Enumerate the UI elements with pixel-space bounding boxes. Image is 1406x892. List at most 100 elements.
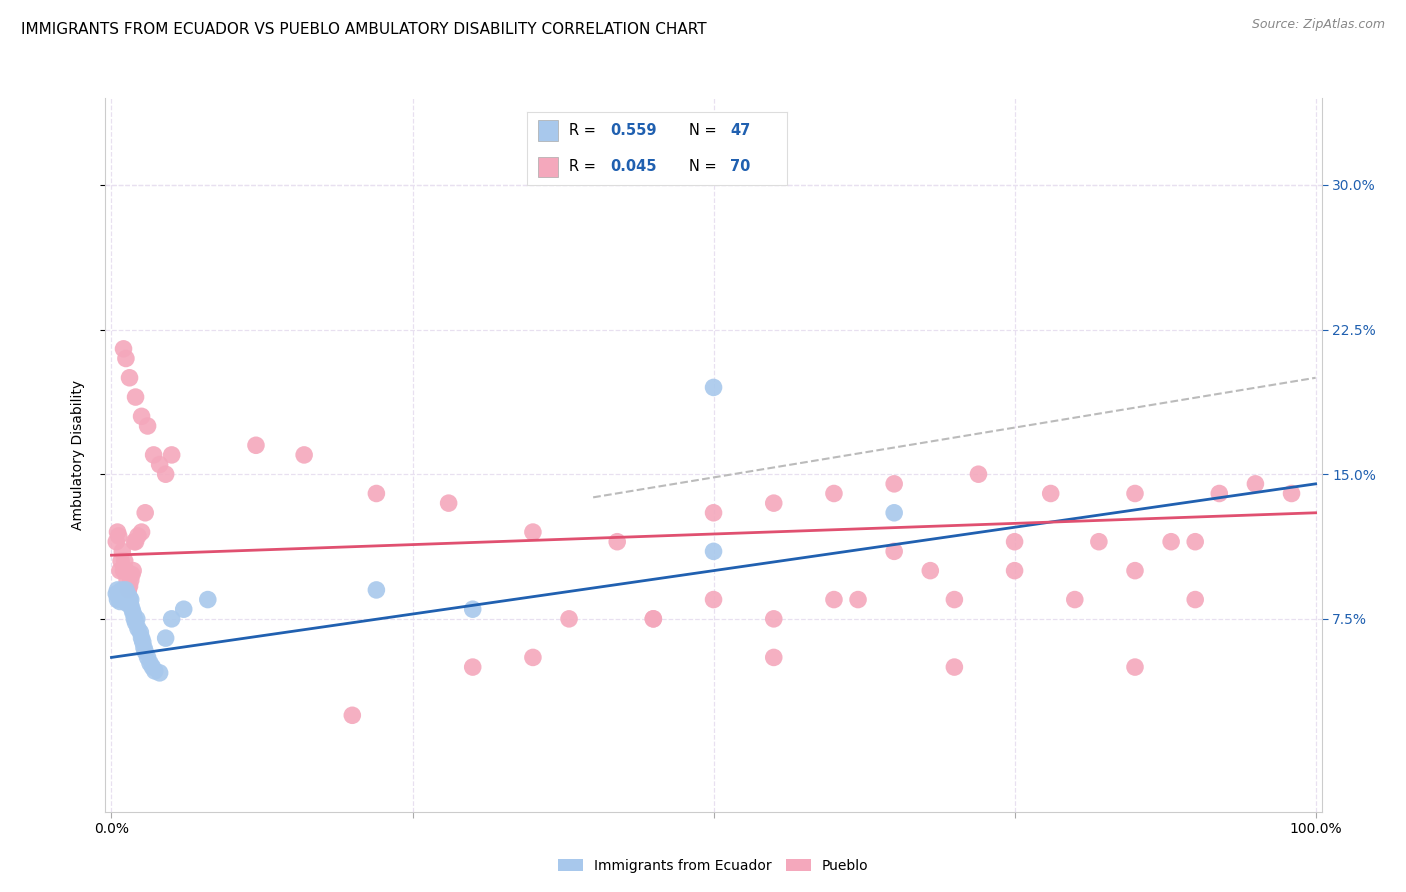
Point	[122, 564, 145, 578]
Point	[1088, 534, 1111, 549]
Text: N =: N =	[689, 160, 721, 174]
Point	[124, 534, 146, 549]
Point	[762, 650, 785, 665]
Point	[703, 592, 725, 607]
Point	[112, 564, 135, 578]
FancyBboxPatch shape	[537, 157, 558, 178]
Point	[846, 592, 869, 607]
Point	[105, 587, 128, 601]
Point	[117, 589, 139, 603]
Point	[943, 592, 966, 607]
Point	[108, 594, 131, 608]
Point	[1281, 486, 1303, 500]
Point	[1063, 592, 1085, 607]
Point	[1184, 534, 1206, 549]
Point	[1184, 592, 1206, 607]
Point	[127, 622, 149, 636]
Point	[762, 496, 785, 510]
Point	[121, 567, 143, 582]
Point	[115, 564, 138, 578]
Point	[149, 665, 172, 680]
Text: 70: 70	[730, 160, 751, 174]
Point	[111, 592, 134, 607]
Point	[883, 476, 905, 491]
Text: R =: R =	[569, 123, 600, 137]
Point	[197, 592, 219, 607]
Text: IMMIGRANTS FROM ECUADOR VS PUEBLO AMBULATORY DISABILITY CORRELATION CHART: IMMIGRANTS FROM ECUADOR VS PUEBLO AMBULA…	[21, 22, 707, 37]
Point	[136, 650, 159, 665]
Point	[136, 419, 159, 434]
Point	[342, 708, 364, 723]
Point	[139, 657, 162, 671]
Point	[366, 486, 388, 500]
Point	[134, 645, 156, 659]
Point	[1123, 660, 1146, 674]
Point	[108, 585, 131, 599]
Point	[558, 612, 581, 626]
Point	[118, 579, 141, 593]
Point	[120, 574, 142, 588]
Point	[107, 524, 129, 539]
Point	[437, 496, 460, 510]
Text: 47: 47	[730, 123, 751, 137]
Point	[132, 640, 155, 655]
Point	[115, 592, 138, 607]
Point	[111, 582, 134, 597]
Point	[115, 351, 138, 366]
Point	[461, 660, 484, 674]
FancyBboxPatch shape	[537, 120, 558, 141]
Point	[124, 615, 146, 630]
Point	[118, 591, 141, 605]
Point	[114, 591, 136, 605]
Point	[111, 544, 134, 558]
Point	[120, 599, 142, 613]
Point	[107, 589, 129, 603]
Point	[142, 448, 165, 462]
Point	[160, 448, 183, 462]
Point	[124, 390, 146, 404]
Point	[292, 448, 315, 462]
Point	[366, 582, 388, 597]
Point	[124, 612, 146, 626]
Point	[115, 574, 138, 588]
Point	[245, 438, 267, 452]
Y-axis label: Ambulatory Disability: Ambulatory Disability	[70, 380, 84, 530]
Point	[522, 524, 544, 539]
Point	[131, 631, 153, 645]
Text: N =: N =	[689, 123, 721, 137]
Point	[823, 592, 845, 607]
Point	[703, 544, 725, 558]
Point	[141, 660, 163, 674]
Point	[125, 612, 148, 626]
Point	[117, 582, 139, 597]
Point	[118, 594, 141, 608]
Point	[1004, 564, 1026, 578]
Point	[110, 591, 132, 605]
Point	[115, 596, 138, 610]
Point	[115, 587, 138, 601]
Point	[143, 664, 166, 678]
Point	[703, 506, 725, 520]
Point	[134, 506, 156, 520]
Text: 0.045: 0.045	[610, 160, 657, 174]
Point	[107, 529, 129, 543]
Point	[160, 612, 183, 626]
Point	[703, 380, 725, 394]
Point	[105, 534, 128, 549]
Point	[124, 534, 146, 549]
Point	[823, 486, 845, 500]
Point	[121, 602, 143, 616]
Point	[967, 467, 990, 482]
Point	[920, 564, 942, 578]
Point	[1123, 564, 1146, 578]
Point	[129, 625, 152, 640]
Point	[107, 582, 129, 597]
Point	[107, 592, 129, 607]
Point	[643, 612, 665, 626]
Text: Source: ZipAtlas.com: Source: ZipAtlas.com	[1251, 18, 1385, 31]
Point	[883, 506, 905, 520]
Point	[883, 544, 905, 558]
Point	[112, 587, 135, 601]
Point	[1244, 476, 1267, 491]
Point	[1004, 534, 1026, 549]
